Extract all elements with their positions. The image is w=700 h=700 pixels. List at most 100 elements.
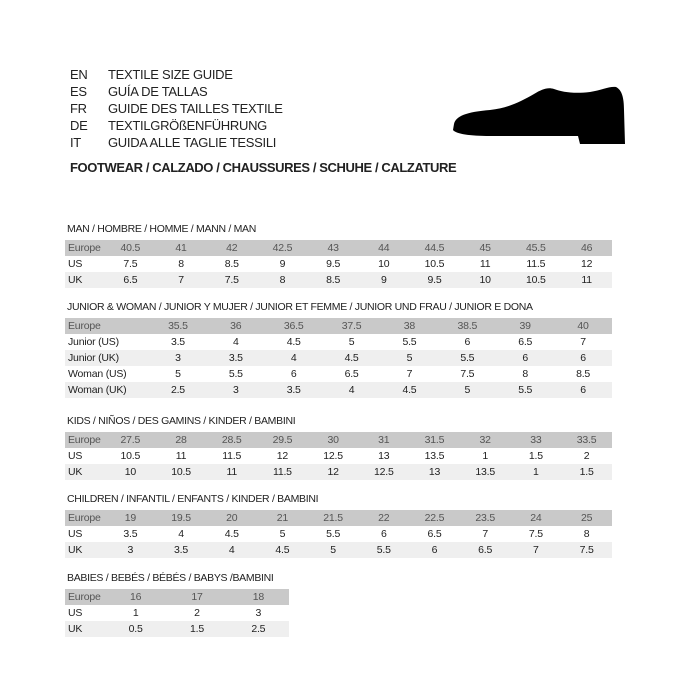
row-label: US (68, 607, 83, 619)
size-cell: 30 (327, 434, 339, 446)
section-title: BABIES / BEBÉS / BÉBÉS / BABYS /BAMBINI (67, 572, 274, 584)
row-label: Europe (68, 242, 101, 254)
size-cell: 45.5 (526, 242, 546, 254)
size-cell: 10.5 (424, 258, 445, 270)
size-cell: 41 (175, 242, 187, 254)
size-cell: 13 (378, 450, 390, 462)
size-cell: 3.5 (170, 336, 185, 348)
size-cell: 39 (519, 320, 531, 332)
size-cell: 4.5 (402, 384, 417, 396)
size-cell: 27.5 (120, 434, 141, 446)
size-cell: 5.5 (228, 368, 243, 380)
row-label: US (68, 528, 83, 540)
size-cell: 7.5 (579, 544, 594, 556)
size-cell: 21.5 (323, 512, 343, 524)
size-cell: 6.5 (518, 336, 533, 348)
size-cell: 4 (178, 528, 184, 540)
table-header-row: Europe 40.5 41 42 42.5 43 44 44.5 45 45.5 46 (65, 240, 612, 256)
row-label: Europe (68, 591, 101, 603)
size-cell: 18 (252, 591, 264, 603)
size-cell: 1.5 (528, 450, 543, 462)
row-label: UK (68, 623, 83, 635)
size-cell: 4.5 (286, 336, 301, 348)
size-cell: 10 (124, 466, 136, 478)
size-cell: 5 (279, 528, 286, 540)
size-cell: 4.5 (224, 528, 239, 540)
table-row: Junior (US) 3.5 4 4.5 5 5.5 6 6.5 7 (65, 334, 612, 350)
size-cell: 8 (178, 258, 184, 270)
size-cell: 12.5 (373, 466, 394, 478)
size-cell: 7 (580, 336, 586, 348)
size-cell: 5.5 (326, 528, 341, 540)
section-title: CHILDREN / INFANTIL / ENFANTS / KINDER /… (67, 493, 319, 505)
size-cell: 3 (255, 607, 262, 619)
table-header-row: Europe 27.5 28 28.5 29.5 30 31 31.5 32 33 33.5 (65, 432, 612, 448)
size-cell: 4 (228, 544, 235, 556)
size-cell: 29.5 (272, 434, 293, 446)
section-children: CHILDREN / INFANTIL / ENFANTS / KINDER /… (65, 493, 612, 558)
guide-title-text: GUIDA ALLE TAGLIE TESSILI (108, 135, 277, 150)
size-cell: 21 (276, 512, 289, 524)
size-cell: 25 (580, 512, 593, 524)
size-cell: 11 (479, 258, 491, 270)
section-junior-woman: JUNIOR & WOMAN / JUNIOR Y MUJER / JUNIOR… (65, 301, 612, 398)
size-cell: 6 (380, 528, 387, 540)
size-cell: 22 (378, 512, 390, 524)
guide-title-text: TEXTILGRÖßENFÜHRUNG (108, 118, 267, 133)
size-cell: 1.5 (189, 623, 204, 635)
section-babies: BABIES / BEBÉS / BÉBÉS / BABYS /BAMBINI E… (65, 572, 289, 637)
size-cell: 40 (577, 320, 589, 332)
size-cell: 5 (330, 544, 336, 556)
size-cell: 40.5 (120, 242, 141, 254)
size-cell: 6.5 (478, 544, 493, 556)
size-cell: 28 (175, 434, 187, 446)
size-cell: 31.5 (424, 434, 445, 446)
size-cell: 5 (175, 368, 181, 380)
size-cell: 37.5 (341, 320, 362, 332)
row-label: Europe (68, 512, 101, 524)
size-cell: 22.5 (424, 512, 445, 524)
size-cell: 9.5 (427, 274, 442, 286)
size-cell: 8 (279, 274, 286, 286)
size-cell: 10.5 (120, 450, 141, 462)
size-cell: 8.5 (224, 258, 239, 270)
size-cell: 7 (533, 544, 539, 556)
size-cell: 11 (226, 466, 237, 478)
size-cell: 5.5 (460, 352, 475, 364)
table-row: Woman (UK) 2.5 3 3.5 4 4.5 5 5.5 6 (65, 382, 612, 398)
size-cell: 17 (191, 591, 203, 603)
size-cell: 7 (406, 368, 413, 380)
table-row: US 10.5 11 11.5 12 12.5 13 13.5 1 1.5 2 (65, 448, 612, 464)
table-row: Woman (US) 5 5.5 6 6.5 7 7.5 8 8.5 (65, 366, 612, 382)
table-row: UK 6.5 7 7.5 8 8.5 9 9.5 10 10.5 11 (65, 272, 612, 288)
size-cell: 23.5 (475, 512, 495, 524)
size-cell: 46 (580, 242, 593, 254)
table-row: US 1 2 3 (65, 605, 289, 621)
size-cell: 5 (348, 336, 355, 348)
size-cell: 4 (290, 352, 297, 364)
lang-code: EN (70, 67, 88, 82)
size-cell: 3 (232, 384, 239, 396)
size-cell: 5 (406, 352, 413, 364)
size-cell: 3.5 (174, 544, 189, 556)
size-cell: 4 (348, 384, 355, 396)
guide-title-text: GUÍA DE TALLAS (108, 84, 208, 99)
size-cell: 1 (533, 466, 539, 478)
size-cell: 6.5 (344, 368, 359, 380)
size-cell: 7.5 (460, 368, 475, 380)
size-cell: 6 (580, 352, 586, 364)
size-table: Europe 40.5 41 42 42.5 43 44 44.5 45 45.5 46 US 7.5 8… (65, 240, 612, 288)
size-cell: 6 (522, 352, 528, 364)
size-cell: 11.5 (222, 450, 242, 462)
size-cell: 1 (482, 450, 488, 462)
size-cell: 20 (226, 512, 238, 524)
size-cell: 10 (378, 258, 390, 270)
lang-code: FR (70, 101, 87, 116)
size-cell: 2 (194, 607, 200, 619)
size-cell: 31 (378, 434, 390, 446)
table-row: UK 0.5 1.5 2.5 (65, 621, 289, 637)
size-cell: 12 (580, 258, 593, 270)
size-cell: 8.5 (326, 274, 341, 286)
size-cell: 5.5 (518, 384, 533, 396)
size-cell: 33 (530, 434, 542, 446)
